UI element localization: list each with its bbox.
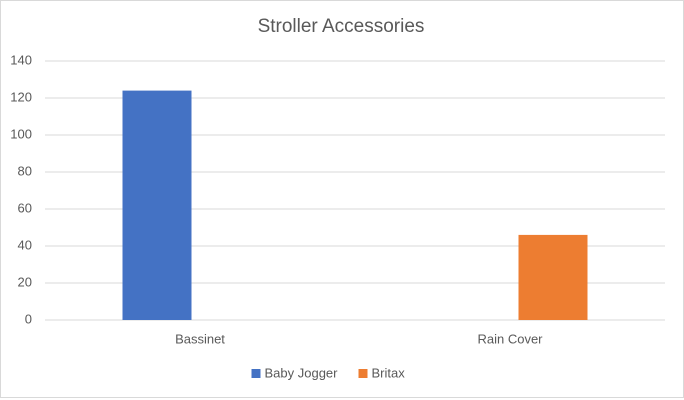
legend-swatch [251,369,261,378]
y-tick-label: 60 [18,200,32,215]
y-tick-label: 140 [10,52,32,67]
y-tick-label: 40 [18,237,32,252]
chart-title: Stroller Accessories [258,16,425,37]
y-tick-label: 120 [10,89,32,104]
y-tick-label: 0 [25,311,32,326]
legend-label: Britax [372,365,406,380]
bar [518,234,588,320]
x-tick-label: Rain Cover [477,331,543,346]
legend-swatch [358,369,368,378]
y-tick-label: 80 [18,163,32,178]
bar [122,90,192,320]
x-tick-label: Bassinet [175,331,225,346]
legend-label: Baby Jogger [265,365,339,380]
y-tick-label: 100 [10,126,32,141]
y-tick-label: 20 [18,274,32,289]
